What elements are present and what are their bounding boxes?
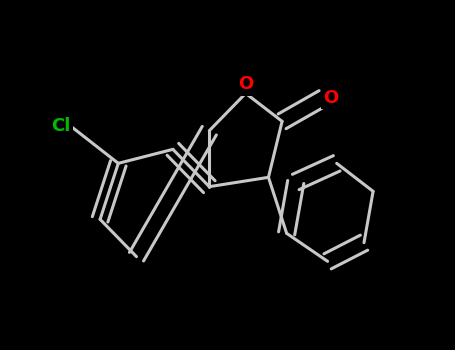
Text: O: O xyxy=(323,89,339,107)
Text: Cl: Cl xyxy=(51,117,71,135)
Text: O: O xyxy=(238,75,253,93)
